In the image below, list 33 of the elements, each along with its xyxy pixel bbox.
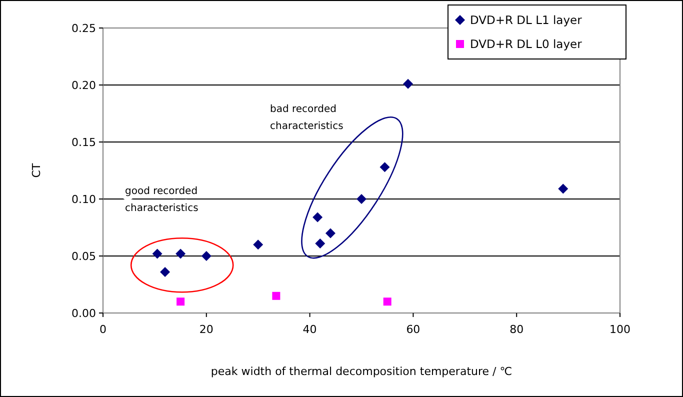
point: [356, 194, 366, 204]
point: [176, 298, 185, 306]
x-tick-label: 40: [302, 323, 317, 336]
x-tick-label: 80: [510, 323, 524, 336]
point: [558, 184, 568, 194]
point: [403, 78, 414, 89]
point: [152, 248, 162, 259]
point: [312, 212, 323, 222]
x-tick-label: 20: [199, 323, 214, 336]
point: [160, 266, 170, 277]
annotation: bad recorded characteristics: [270, 104, 344, 132]
y-tick-label: 0.10: [72, 192, 96, 206]
y-tick-label: 0.15: [72, 136, 96, 149]
point: [325, 228, 336, 238]
point: [253, 240, 264, 250]
y-tick-label: 0.05: [72, 250, 96, 263]
annotation: good recorded characteristics: [125, 186, 198, 214]
point: [201, 251, 212, 261]
point: [315, 238, 326, 248]
point: [380, 162, 390, 172]
legend-label: DVD+R DL L1 layer: [470, 13, 582, 28]
y-tick-label: 0.00: [72, 306, 96, 320]
legend-label: DVD+R DL L0 layer: [470, 37, 582, 52]
point: [272, 292, 280, 300]
point: [383, 298, 392, 306]
y-tick-label: 0.25: [72, 22, 96, 35]
y-tick-label: 0.20: [72, 78, 96, 92]
x-tick-label: 60: [406, 323, 420, 336]
x-axis-title: peak width of thermal decomposition temperature / ℃: [210, 365, 512, 378]
point: [176, 248, 186, 259]
y-axis-title: CT: [30, 163, 43, 178]
x-tick-label: 0: [100, 323, 106, 336]
x-tick-label: 100: [610, 323, 630, 336]
